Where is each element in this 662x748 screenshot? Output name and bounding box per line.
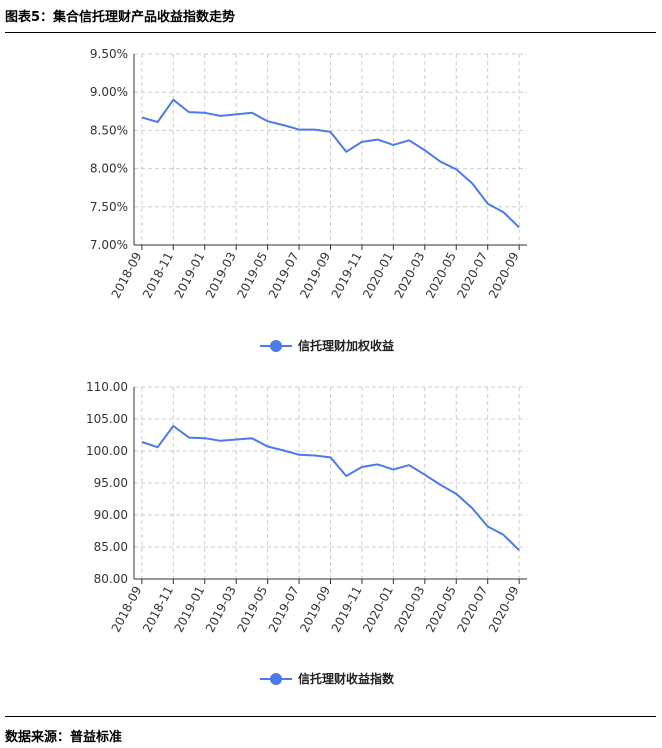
y-tick-label: 80.00 [94, 572, 128, 586]
x-tick-label: 2019-11 [329, 584, 365, 635]
series-line [141, 98, 520, 229]
y-tick-label: 8.50% [90, 123, 128, 137]
x-tick-label: 2020-03 [392, 584, 428, 635]
x-tick-label: 2019-09 [297, 584, 333, 635]
top-rule [5, 32, 656, 33]
x-tick-label: 2020-01 [360, 584, 396, 635]
legend-marker [270, 340, 282, 352]
y-tick-label: 90.00 [94, 508, 128, 522]
x-tick-label: 2019-03 [203, 584, 239, 635]
x-tick-label: 2020-07 [454, 584, 490, 635]
series-line [141, 425, 520, 551]
legend-label: 信托理财加权收益 [298, 338, 394, 353]
x-tick-label: 2019-05 [234, 584, 270, 635]
x-tick-label: 2019-01 [171, 584, 207, 635]
y-tick-label: 105.00 [86, 412, 128, 426]
bottom-rule [5, 716, 656, 717]
x-tick-label: 2018-11 [140, 584, 176, 635]
y-tick-label: 7.00% [90, 238, 128, 252]
figure-title: 图表5：集合信托理财产品收益指数走势 [5, 10, 236, 25]
legend-marker [270, 673, 282, 685]
index-chart: 80.00 85.00 90.00 95.00 100.00 105.00 110.00 20… [86, 380, 527, 686]
y-tick-label: 8.00% [90, 162, 128, 176]
y-tick-label: 7.50% [90, 200, 128, 214]
data-source: 数据来源：普益标准 [5, 730, 123, 745]
y-tick-label: 9.00% [90, 85, 128, 99]
y-tick-label: 100.00 [86, 444, 128, 458]
x-tick-label: 2020-09 [486, 584, 522, 635]
y-tick-label: 9.50% [90, 47, 128, 61]
x-tick-label: 2019-07 [266, 584, 302, 635]
x-tick-label: 2020-05 [423, 584, 459, 635]
y-tick-label: 95.00 [94, 476, 128, 490]
x-tick-label: 2018-09 [109, 584, 145, 635]
legend-label: 信托理财收益指数 [298, 671, 395, 686]
yield-chart: 7.00%7.50%8.00%8.50%9.00%9.50%2018-09201… [90, 47, 527, 353]
y-tick-label: 110.00 [86, 380, 128, 394]
y-tick-label: 85.00 [94, 540, 128, 554]
